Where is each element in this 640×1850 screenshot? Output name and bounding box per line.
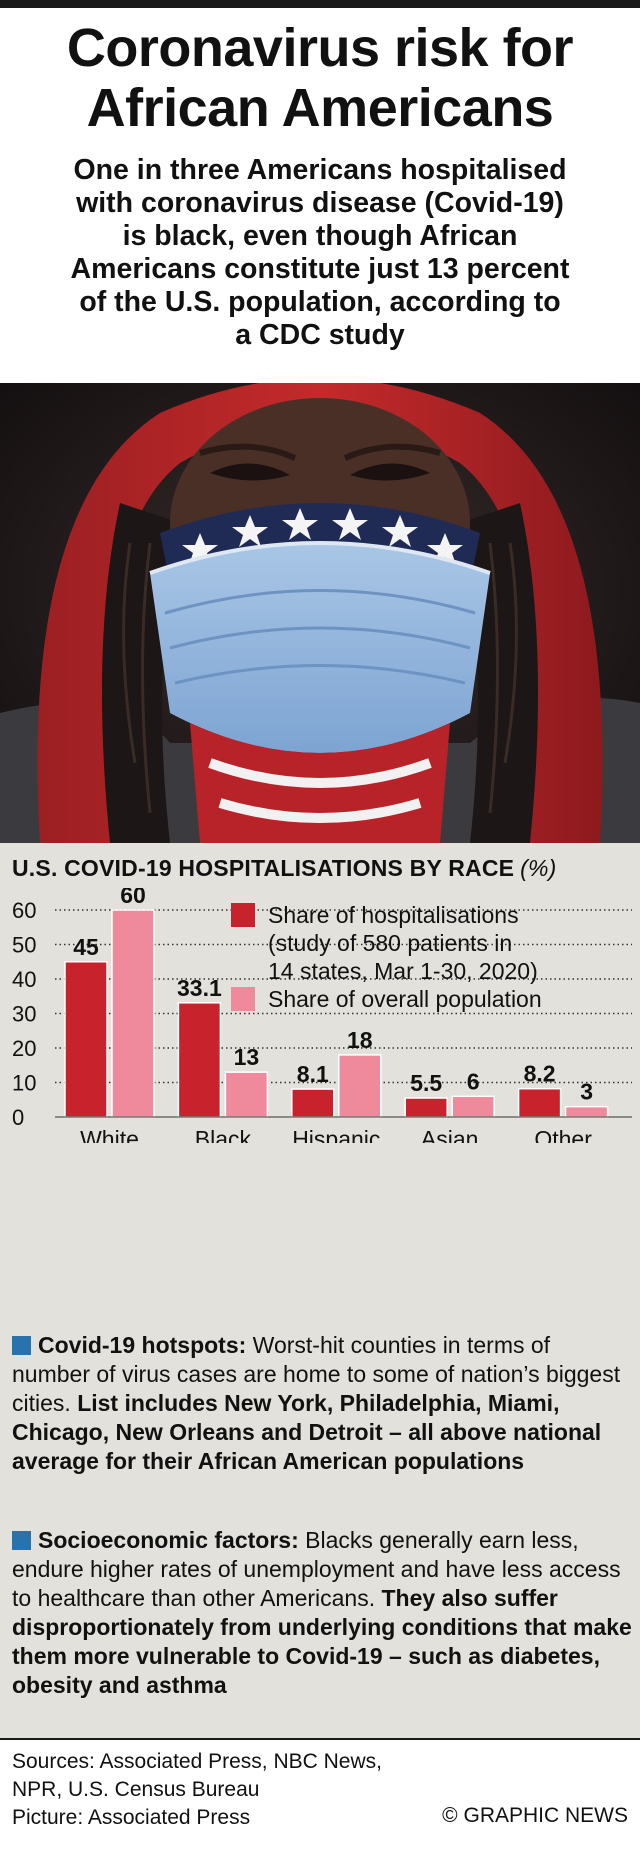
- photo-person-in-mask: [0, 383, 640, 843]
- title-line-2: African Americans: [86, 78, 554, 138]
- footer: Sources: Associated Press, NBC News, NPR…: [0, 1740, 640, 1850]
- data-label: 45: [73, 934, 99, 960]
- y-tick-label: 30: [12, 1002, 36, 1027]
- sources-line: Sources: Associated Press, NBC News,: [12, 1750, 382, 1773]
- y-tick-label: 0: [12, 1105, 24, 1130]
- chart-title: U.S. COVID-19 HOSPITALISATIONS BY RACE (%…: [12, 855, 557, 882]
- bar-hospitalisations: [177, 1002, 222, 1118]
- legend-swatch-population: [231, 987, 255, 1011]
- page-title: Coronavirus risk for African Americans: [0, 18, 640, 138]
- data-label: 8.2: [524, 1061, 556, 1087]
- bar-population: [564, 1105, 609, 1118]
- data-label: 13: [234, 1044, 260, 1070]
- x-category-label: Asian: [421, 1126, 479, 1143]
- data-label: 18: [347, 1027, 373, 1053]
- bar-population: [338, 1054, 382, 1118]
- bar-population: [451, 1095, 495, 1118]
- footer-rule: [0, 1738, 640, 1740]
- bar-population: [111, 909, 155, 1118]
- legend-population: Share of overall population: [268, 985, 542, 1013]
- data-label: 8.1: [297, 1061, 329, 1087]
- note-heading: Socioeconomic factors:: [38, 1527, 299, 1553]
- note-text: Worst-hit counties in terms of number of…: [12, 1332, 621, 1416]
- bullet-square: [12, 1531, 31, 1550]
- x-category-label: Other: [534, 1126, 592, 1143]
- copyright: © GRAPHIC NEWS: [442, 1804, 628, 1827]
- legend-line: Share of hospitalisations: [268, 902, 519, 928]
- note-socioeconomic: Socioeconomic factors: Blacks generally …: [12, 1526, 632, 1700]
- chart-unit: (%): [520, 855, 557, 881]
- subtitle-line: with coronavirus disease (Covid-19): [76, 187, 564, 219]
- bar-hospitalisations: [404, 1097, 448, 1118]
- title-line-1: Coronavirus risk for: [66, 18, 574, 78]
- legend-line: 14 states, Mar 1-30, 2020): [268, 958, 538, 984]
- subtitle-line: a CDC study: [235, 319, 405, 351]
- bar-hospitalisations: [291, 1088, 335, 1118]
- x-category-label: Black: [195, 1126, 252, 1143]
- chart-title-text: U.S. COVID-19 HOSPITALISATIONS BY RACE: [12, 855, 515, 881]
- chart-panel: U.S. COVID-19 HOSPITALISATIONS BY RACE (%…: [0, 843, 640, 1845]
- y-tick-label: 20: [12, 1036, 36, 1061]
- subtitle-line: of the U.S. population, according to: [79, 286, 561, 318]
- y-tick-label: 50: [12, 933, 36, 958]
- subtitle-line: is black, even though African: [122, 220, 518, 252]
- subtitle-line: One in three Americans hospitalised: [73, 154, 567, 186]
- legend-line: (study of 580 patients in: [268, 930, 513, 956]
- subtitle-line: Americans constitute just 13 percent: [70, 253, 570, 285]
- x-category-label: White: [80, 1126, 139, 1143]
- photo-illustration: [0, 383, 640, 843]
- data-label: 6: [467, 1068, 480, 1094]
- note-bold-text: List includes New York, Philadelphia, Mi…: [12, 1390, 602, 1474]
- data-label: 33.1: [177, 975, 222, 1001]
- y-tick-label: 60: [12, 898, 36, 923]
- bar-hospitalisations: [64, 961, 108, 1118]
- note-text: Blacks generally earn less, endure highe…: [12, 1527, 621, 1611]
- note-hotspots: Covid-19 hotspots: Worst-hit counties in…: [12, 1331, 632, 1476]
- legend-line: Share of overall population: [268, 986, 542, 1012]
- legend-swatch-hospitalisations: [231, 903, 255, 927]
- y-tick-label: 40: [12, 967, 36, 992]
- data-label: 60: [120, 888, 146, 908]
- bar-chart: 0 10 20 30 40 50 60 45 60 White 33.1 13 Black 8.1 18 Hi…: [12, 888, 632, 1143]
- legend-hospitalisations: Share of hospitalisations (study of 580 …: [268, 901, 538, 985]
- bar-hospitalisations: [517, 1087, 562, 1118]
- data-label: 5.5: [410, 1070, 442, 1096]
- sources-line: NPR, U.S. Census Bureau: [12, 1778, 260, 1801]
- note-bold-text: They also suffer disproportionately from…: [12, 1585, 632, 1698]
- x-category-label: Hispanic: [292, 1126, 380, 1143]
- picture-credit: Picture: Associated Press: [12, 1806, 251, 1829]
- sources: Sources: Associated Press, NBC News, NPR…: [12, 1748, 472, 1832]
- bar-population: [224, 1071, 269, 1118]
- y-tick-label: 10: [12, 1071, 36, 1096]
- bullet-square: [12, 1336, 31, 1355]
- note-heading: Covid-19 hotspots:: [38, 1332, 247, 1358]
- page-subtitle: One in three Americans hospitalised with…: [20, 154, 620, 352]
- top-rule: [0, 0, 640, 8]
- legend-swatches: [231, 903, 255, 1011]
- data-label: 3: [580, 1079, 593, 1105]
